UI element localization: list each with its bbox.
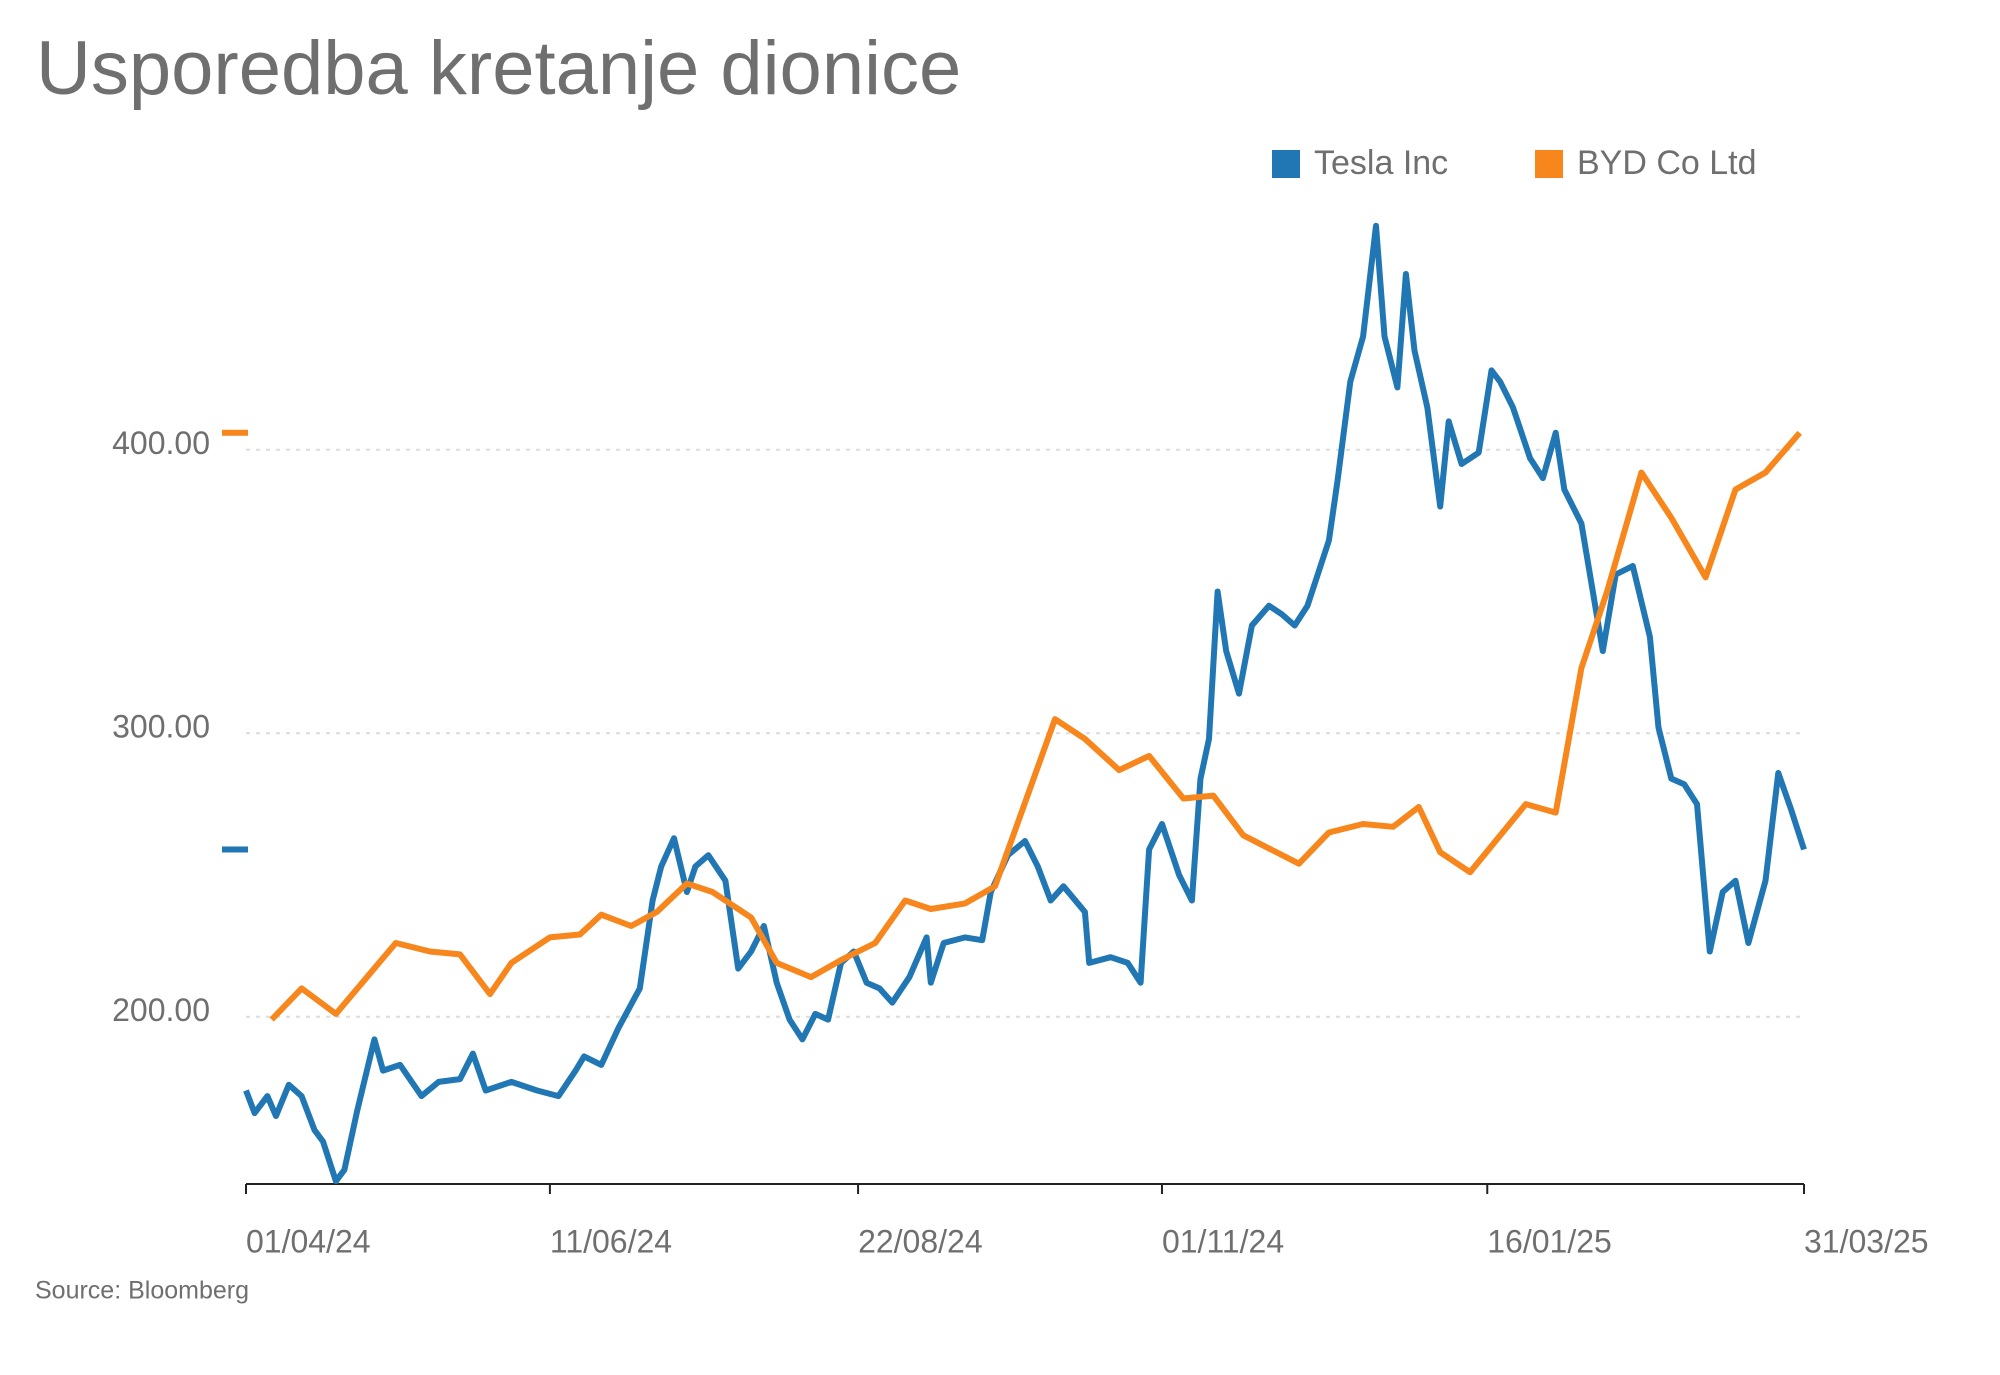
y-tick-label: 200.00 — [112, 992, 210, 1028]
source: Source: Bloomberg — [35, 1277, 249, 1305]
last-value-marker — [222, 429, 248, 436]
x-tick-label: 01/04/24 — [246, 1223, 371, 1259]
x-tick-label: 31/03/25 — [1804, 1223, 1929, 1259]
legend-label: BYD Co Ltd — [1577, 144, 1757, 182]
last-value-marker — [222, 846, 248, 853]
chart-title: Usporedba kretanje dionice — [36, 26, 961, 111]
legend-swatch — [1535, 150, 1563, 178]
legend-label: Tesla Inc — [1314, 144, 1448, 182]
y-tick-label: 400.00 — [112, 425, 210, 461]
line-series — [269, 430, 1802, 1022]
line-series — [243, 222, 1807, 1185]
y-tick-label: 300.00 — [112, 709, 210, 745]
x-tick-label: 22/08/24 — [858, 1223, 983, 1259]
legend-swatch — [1272, 150, 1300, 178]
x-tick-label: 16/01/25 — [1487, 1223, 1612, 1259]
x-tick-label: 11/06/24 — [550, 1223, 672, 1259]
x-tick-label: 01/11/24 — [1162, 1223, 1284, 1259]
